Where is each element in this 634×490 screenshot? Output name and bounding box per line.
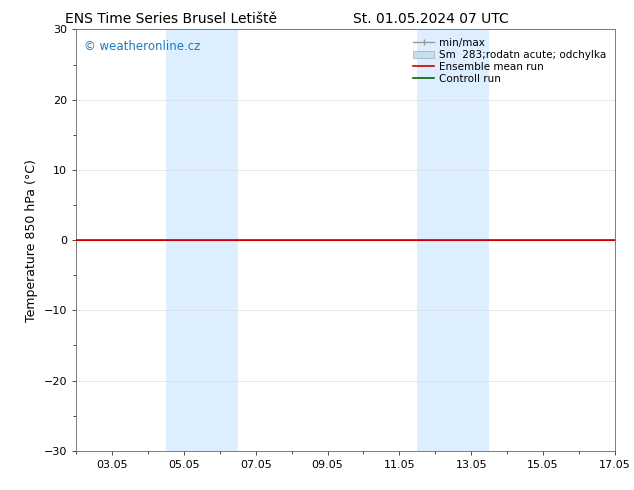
Y-axis label: Temperature 850 hPa (°C): Temperature 850 hPa (°C)	[25, 159, 38, 321]
Bar	[166, 29, 238, 451]
Text: ENS Time Series Brusel Letiště: ENS Time Series Brusel Letiště	[65, 12, 277, 26]
Legend: min/max, Sm  283;rodatn acute; odchylka, Ensemble mean run, Controll run: min/max, Sm 283;rodatn acute; odchylka, …	[410, 35, 610, 87]
Text: St. 01.05.2024 07 UTC: St. 01.05.2024 07 UTC	[353, 12, 509, 26]
Bar	[417, 29, 489, 451]
Text: © weatheronline.cz: © weatheronline.cz	[84, 40, 200, 53]
